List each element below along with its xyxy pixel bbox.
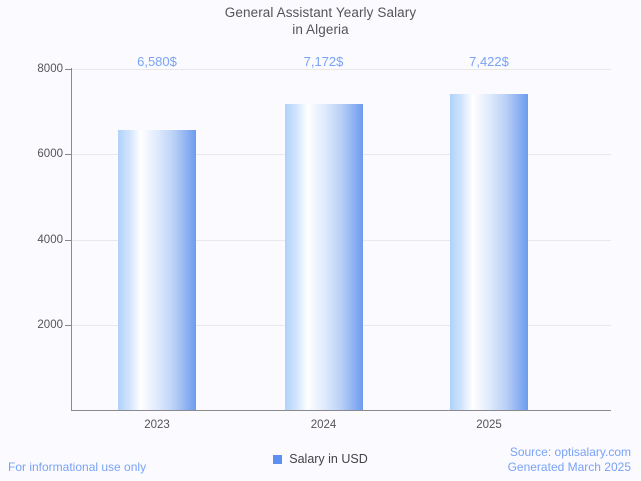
bar-value-label: 6,580$ xyxy=(137,54,177,69)
y-axis-tick-label: 4000 xyxy=(37,233,63,246)
y-axis-tick xyxy=(65,324,71,326)
footer-generated: Generated March 2025 xyxy=(507,460,631,474)
footer-source: Source: optisalary.com xyxy=(509,445,631,459)
y-axis-tick-label: 8000 xyxy=(37,63,63,75)
chart-title-line-2: in Algeria xyxy=(292,22,349,37)
y-axis-tick xyxy=(65,239,71,241)
footer-source-block: Source: optisalary.com Generated March 2… xyxy=(508,445,631,475)
chart-title: General Assistant Yearly Salary in Alger… xyxy=(0,4,641,38)
chart-title-line-1: General Assistant Yearly Salary xyxy=(224,5,417,20)
y-axis-labels: 8000 6000 4000 2000 xyxy=(8,0,63,481)
plot-area xyxy=(71,69,611,410)
bar-value-label: 7,422$ xyxy=(469,54,509,69)
legend-item-salary-in-usd[interactable]: Salary in USD xyxy=(273,452,368,466)
y-axis-tick xyxy=(65,154,71,156)
x-axis-tick-label: 2025 xyxy=(476,419,502,431)
y-axis-line xyxy=(71,68,72,411)
bar-value-label: 7,172$ xyxy=(303,54,344,69)
bar-2023[interactable] xyxy=(118,129,196,410)
y-axis-tick-label: 2000 xyxy=(37,318,63,331)
x-axis-line xyxy=(71,410,611,411)
y-axis-tick xyxy=(65,69,71,70)
bar-2025[interactable] xyxy=(450,93,528,410)
bar-2024[interactable] xyxy=(284,104,363,410)
legend-item-label: Salary in USD xyxy=(289,452,368,466)
x-axis-tick-label: 2023 xyxy=(144,419,170,431)
x-axis-tick-label: 2024 xyxy=(310,419,337,431)
legend-swatch-icon xyxy=(273,454,283,464)
gridline xyxy=(71,69,611,70)
footer-disclaimer: For informational use only xyxy=(8,460,147,474)
chart-legend: Salary in USD xyxy=(0,452,641,466)
y-axis-tick-label: 6000 xyxy=(37,148,63,161)
